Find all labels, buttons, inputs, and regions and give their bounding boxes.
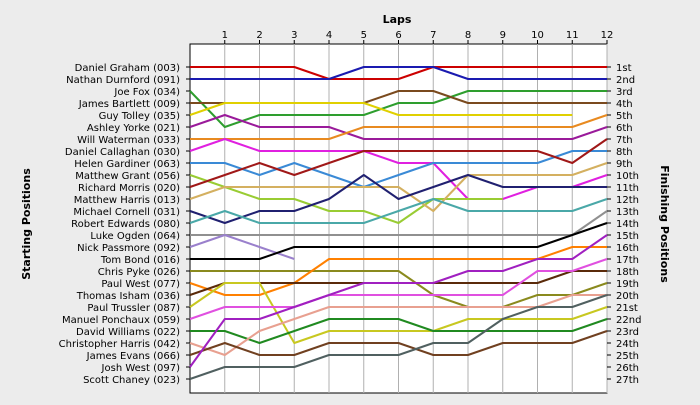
- series-line: [189, 294, 608, 380]
- series-line: [189, 114, 608, 140]
- x-tick-label: 7: [430, 30, 436, 41]
- x-tick-label: 3: [291, 30, 297, 41]
- finish-label: 12th: [616, 195, 639, 206]
- x-axis-title: Laps: [383, 13, 412, 26]
- finish-label: 22nd: [616, 315, 641, 326]
- driver-label: Josh West (097): [101, 363, 181, 374]
- series-line: [190, 66, 607, 80]
- driver-label: Manuel Ponchaux (059): [62, 315, 180, 326]
- x-tick-label: 1: [222, 30, 228, 41]
- driver-label: Scott Chaney (023): [83, 375, 180, 386]
- finish-label: 20th: [616, 291, 639, 302]
- driver-label: Guy Tolley (035): [99, 111, 181, 122]
- finish-label: 10th: [616, 171, 639, 182]
- series-line: [189, 330, 608, 356]
- x-tick-label: 4: [326, 30, 332, 41]
- series-line: [189, 174, 503, 224]
- finish-label: 11th: [616, 183, 639, 194]
- series-line: [189, 258, 608, 320]
- series-line: [190, 210, 608, 236]
- finish-label: 9th: [616, 159, 633, 170]
- driver-label: Tom Bond (016): [100, 255, 180, 266]
- driver-label: Will Waterman (033): [77, 135, 180, 146]
- finish-label: 2nd: [616, 75, 635, 86]
- driver-label: Chris Pyke (026): [98, 267, 180, 278]
- finish-label: 1st: [616, 63, 632, 74]
- driver-label: James Evans (066): [86, 351, 180, 362]
- driver-label: Paul West (077): [101, 279, 180, 290]
- driver-label: Helen Gardiner (063): [74, 159, 180, 170]
- finish-label: 14th: [616, 219, 639, 230]
- finish-label: 19th: [616, 279, 639, 290]
- x-tick-labels: 1 2 3 4 5 6 7 8 9 10 11 12: [222, 30, 614, 41]
- series-lines: [189, 66, 608, 380]
- driver-label: Christopher Harris (042): [59, 339, 180, 350]
- series-line: [190, 270, 608, 308]
- x-tick-label: 11: [566, 30, 579, 41]
- x-tick-label: 5: [361, 30, 367, 41]
- series-line: [189, 174, 607, 224]
- finish-label: 16th: [616, 243, 639, 254]
- finish-label: 25th: [616, 351, 639, 362]
- finish-label: 18th: [616, 267, 639, 278]
- finish-label: 13th: [616, 207, 639, 218]
- starting-position-labels: Daniel Graham (003)Nathan Durnford (091)…: [59, 63, 180, 386]
- x-tick-label: 12: [601, 30, 614, 41]
- driver-label: Thomas Isham (036): [76, 291, 180, 302]
- series-line: [189, 138, 608, 188]
- y-axis-title-left: Starting Positions: [20, 168, 33, 280]
- driver-label: Michael Cornell (031): [73, 207, 180, 218]
- series-line: [189, 102, 573, 116]
- finish-label: 15th: [616, 231, 639, 242]
- x-tick-label: 9: [500, 30, 506, 41]
- x-tick-label: 6: [395, 30, 401, 41]
- series-line: [189, 234, 608, 368]
- y-axis-title-right: Finishing Positions: [658, 165, 671, 283]
- series-line: [189, 198, 608, 224]
- driver-label: Matthew Harris (013): [74, 195, 180, 206]
- finish-label: 27th: [616, 375, 639, 386]
- series-line: [190, 114, 608, 140]
- driver-label: Richard Morris (020): [78, 183, 180, 194]
- driver-label: Daniel Graham (003): [75, 63, 180, 74]
- finish-label: 24th: [616, 339, 639, 350]
- finish-label: 23rd: [616, 327, 639, 338]
- driver-label: Robert Edwards (080): [71, 219, 180, 230]
- x-tick-label: 2: [256, 30, 262, 41]
- driver-label: Matthew Grant (056): [75, 171, 180, 182]
- finish-label: 4th: [616, 99, 633, 110]
- series-line: [190, 318, 608, 344]
- finish-label: 8th: [616, 147, 633, 158]
- series-line: [189, 282, 608, 344]
- driver-label: Luke Ogden (064): [90, 231, 180, 242]
- driver-label: James Bartlett (009): [78, 99, 180, 110]
- driver-label: David Williams (022): [76, 327, 180, 338]
- finish-label: 7th: [616, 135, 633, 146]
- x-tick-label: 8: [465, 30, 471, 41]
- driver-label: Joe Fox (034): [113, 87, 180, 98]
- series-line: [190, 222, 608, 260]
- finish-label: 17th: [616, 255, 639, 266]
- finish-label: 26th: [616, 363, 639, 374]
- driver-label: Nick Passmore (092): [77, 243, 180, 254]
- driver-label: Daniel Callaghan (030): [65, 147, 180, 158]
- driver-label: Ashley Yorke (021): [87, 123, 180, 134]
- driver-label: Nathan Durnford (091): [66, 75, 180, 86]
- finish-label: 21st: [616, 303, 638, 314]
- series-line: [189, 162, 608, 212]
- series-line: [190, 66, 607, 80]
- series-line: [190, 150, 607, 188]
- x-tick-label: 10: [531, 30, 544, 41]
- driver-label: Paul Trussler (087): [87, 303, 180, 314]
- finish-label: 6th: [616, 123, 633, 134]
- finish-label: 3rd: [616, 87, 633, 98]
- series-line: [189, 90, 607, 128]
- finishing-position-labels: 1st2nd3rd4th5th6th7th8th9th10th11th12th1…: [616, 63, 641, 386]
- finish-label: 5th: [616, 111, 633, 122]
